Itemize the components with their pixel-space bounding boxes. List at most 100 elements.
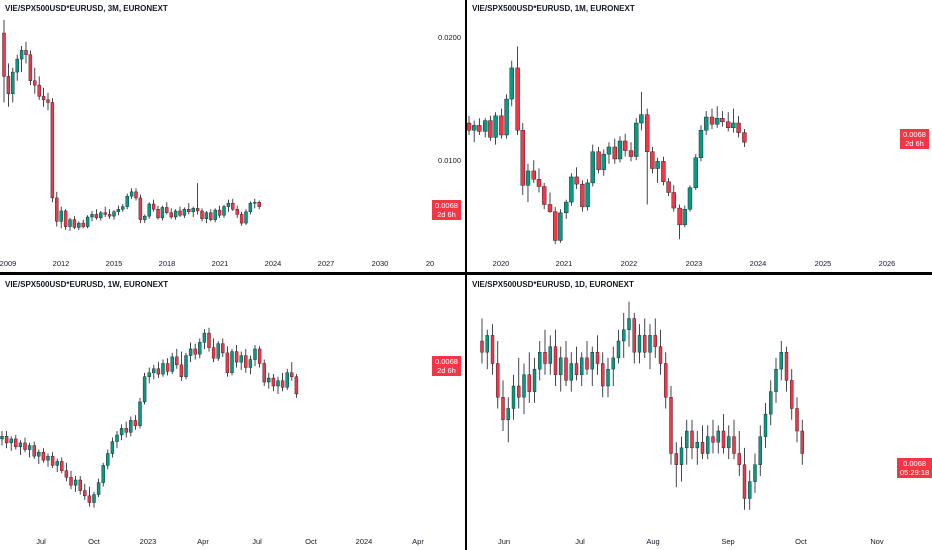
x-tick-label: 2022: [621, 259, 638, 268]
candle-body-up: [96, 482, 101, 495]
horizontal-divider[interactable]: [0, 272, 932, 275]
candle: [257, 346, 262, 368]
candle-body-down: [536, 179, 542, 187]
candle: [188, 342, 193, 363]
candle-body-down: [138, 197, 143, 220]
candle: [182, 207, 187, 218]
candle-body-down: [179, 364, 184, 377]
chart-pane-3m[interactable]: 2009 2012 2015 2018 2021 2024 2027 2030 20 VIE/S…: [0, 0, 465, 272]
candle-body-up: [506, 408, 510, 420]
candle: [33, 67, 37, 94]
chart-pane-1d[interactable]: Jun Jul Aug Sep Oct Nov VIE/SPX500USD*EURUSD,…: [467, 276, 932, 550]
chart-canvas-1m[interactable]: 2020 2021 2022 2023 2024 2025 2026 0.0200 0.0100: [438, 0, 932, 272]
x-tick-label: Jul: [252, 537, 262, 546]
candle: [32, 441, 36, 459]
candle: [509, 60, 514, 107]
candle: [633, 118, 639, 161]
chart-canvas-3m[interactable]: 2009 2012 2015 2018 2021 2024 2027 2030 20: [0, 0, 465, 272]
candle: [147, 202, 151, 219]
candle-body-up: [116, 209, 121, 213]
candle: [64, 462, 69, 482]
candle: [209, 209, 213, 222]
candle: [147, 367, 151, 384]
candle: [248, 201, 253, 215]
candle: [612, 138, 618, 164]
candle: [83, 483, 87, 500]
x-tick-label: 2021: [556, 259, 573, 268]
candle-body-down: [280, 380, 285, 388]
candle-body-down: [63, 210, 68, 227]
x-tick-label: 2009: [0, 259, 16, 268]
candle-body-up: [119, 428, 124, 436]
candle-body-down: [124, 428, 128, 433]
candle-body-down: [490, 335, 495, 364]
candle-body-up: [253, 348, 257, 360]
x-tick-label: 2023: [686, 259, 703, 268]
candle: [134, 188, 138, 201]
candle-body-up: [727, 436, 731, 449]
candle-body-down: [690, 430, 694, 449]
candle-body-down: [94, 214, 99, 219]
candle: [790, 369, 794, 420]
candle-body-up: [633, 122, 639, 157]
candle: [677, 204, 682, 240]
candle: [165, 358, 170, 376]
candle: [547, 192, 553, 213]
candle: [110, 437, 115, 458]
candle-body-up: [548, 346, 552, 364]
candle: [664, 352, 668, 409]
chart-pane-1w[interactable]: Jul Oct 2023 Apr Jul Oct 2024 Apr VIE/SPX500USD…: [0, 276, 465, 550]
candle-body-down: [64, 470, 69, 478]
candle: [193, 343, 197, 360]
candle: [290, 362, 294, 381]
candle-body-up: [639, 114, 644, 124]
candle-body-down: [595, 352, 600, 364]
candle: [559, 346, 563, 392]
candle: [59, 206, 63, 229]
candle: [471, 120, 477, 143]
candle-body-down: [709, 116, 715, 125]
candle-body-up: [590, 352, 594, 370]
candle: [671, 185, 676, 212]
candle-body-down: [50, 455, 55, 466]
candle: [77, 221, 81, 231]
candle-body-up: [0, 436, 4, 440]
candle-body-up: [774, 368, 778, 392]
x-tick-label: Jul: [575, 537, 585, 546]
chart-pane-1m[interactable]: 2020 2021 2022 2023 2024 2025 2026 0.0200 0.0100…: [438, 0, 932, 272]
candle-body-down: [33, 80, 37, 86]
candle-body-down: [790, 380, 794, 409]
candle-body-down: [23, 442, 27, 450]
candle: [85, 215, 90, 229]
candle-body-up: [152, 368, 156, 373]
candle-body-up: [637, 335, 642, 353]
candle: [499, 108, 504, 139]
candle-body-up: [731, 122, 736, 129]
candle: [653, 318, 657, 358]
candle-body-down: [72, 219, 77, 228]
candle-body-down: [800, 430, 804, 454]
candle-body-up: [590, 151, 595, 184]
candle-body-up: [685, 430, 689, 449]
candle: [179, 351, 184, 381]
candle: [103, 206, 107, 218]
candle: [538, 341, 542, 381]
candle-body-up: [522, 374, 526, 398]
candle-body-up: [198, 342, 202, 355]
candle-body-up: [73, 479, 78, 486]
candle: [758, 425, 762, 476]
candle: [15, 54, 19, 81]
candle-body-down: [239, 214, 244, 224]
chart-canvas-1w[interactable]: Jul Oct 2023 Apr Jul Oct 2024 Apr: [0, 276, 465, 550]
candle: [480, 318, 484, 364]
candle: [501, 380, 505, 431]
candle: [138, 194, 143, 224]
candle-body-down: [553, 346, 558, 375]
chart-canvas-1d[interactable]: Jun Jul Aug Sep Oct Nov: [467, 276, 932, 550]
candle-body-up: [563, 201, 569, 214]
candle-body-up: [37, 451, 41, 457]
candle-body-up: [559, 357, 563, 375]
vertical-divider[interactable]: [465, 0, 467, 550]
candle-body-down: [151, 203, 156, 210]
candle: [611, 346, 615, 386]
